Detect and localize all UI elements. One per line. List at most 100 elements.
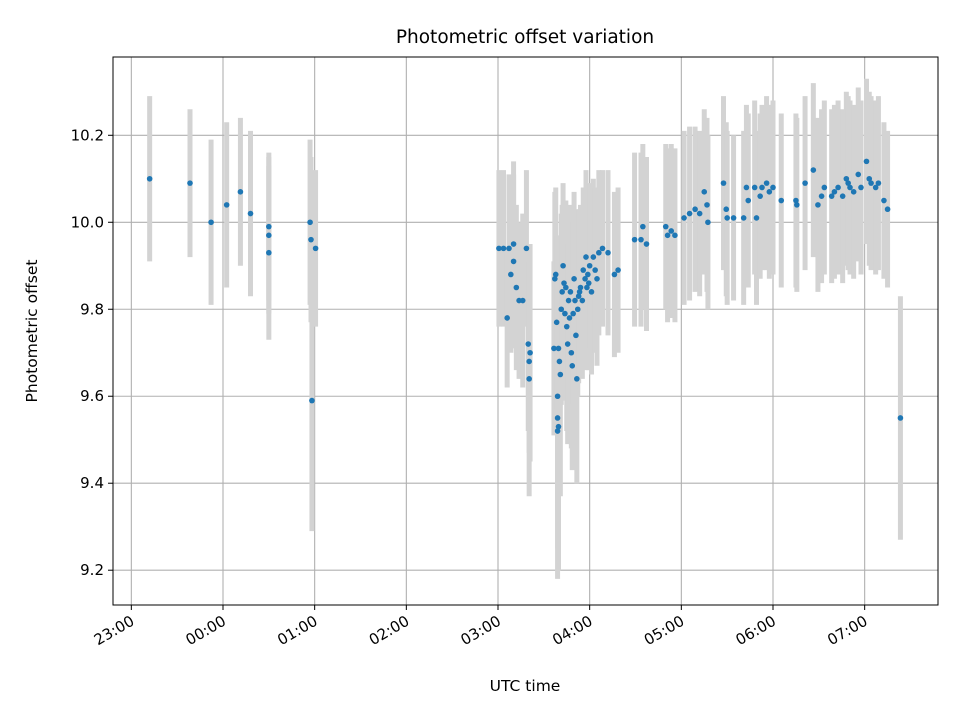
- data-point: [585, 280, 592, 286]
- data-point: [858, 184, 864, 191]
- data-point: [247, 210, 254, 217]
- data-points: [146, 158, 904, 434]
- data-point: [553, 319, 560, 326]
- data-point: [237, 189, 244, 195]
- data-point: [266, 232, 272, 239]
- data-point: [815, 202, 821, 208]
- data-point: [552, 271, 559, 278]
- data-point: [574, 306, 581, 313]
- data-point: [565, 297, 572, 304]
- y-tick-label: 10.2: [71, 126, 104, 144]
- data-point: [802, 180, 808, 186]
- data-point: [307, 219, 313, 226]
- data-point: [855, 171, 862, 178]
- data-point: [561, 280, 567, 286]
- data-point: [701, 189, 708, 195]
- data-point: [828, 193, 835, 199]
- data-point: [763, 180, 770, 186]
- data-point: [569, 362, 576, 369]
- data-point: [757, 193, 763, 199]
- data-point: [705, 219, 711, 226]
- data-point: [745, 197, 752, 204]
- data-point: [555, 423, 562, 430]
- data-point: [599, 245, 606, 252]
- data-point: [567, 289, 574, 295]
- data-point: [751, 184, 758, 191]
- data-point: [146, 175, 153, 182]
- data-point: [881, 197, 887, 204]
- y-tick-label: 9.8: [80, 300, 104, 318]
- data-point: [794, 202, 800, 208]
- data-point: [525, 341, 532, 347]
- data-point: [571, 276, 577, 282]
- data-point: [605, 249, 611, 256]
- data-point: [847, 184, 853, 191]
- data-point: [575, 293, 582, 300]
- data-point: [839, 193, 846, 199]
- data-point: [592, 267, 598, 273]
- data-point: [558, 306, 565, 313]
- plot-frame: [112, 56, 939, 606]
- data-point: [778, 197, 785, 204]
- data-point: [759, 184, 765, 191]
- data-point: [510, 258, 517, 265]
- y-tick-label: 10.0: [71, 213, 104, 231]
- data-point: [723, 206, 730, 213]
- y-axis: 9.2 9.4 9.6 9.8 10.0 10.2: [71, 126, 113, 579]
- data-point: [312, 245, 319, 252]
- data-point: [554, 393, 561, 400]
- data-point: [560, 262, 566, 269]
- data-point: [596, 249, 602, 256]
- data-point: [266, 249, 272, 256]
- data-point: [580, 267, 587, 273]
- data-point: [638, 236, 644, 243]
- data-point: [884, 206, 891, 213]
- data-point: [574, 376, 580, 382]
- data-point: [643, 241, 650, 247]
- data-point: [868, 180, 874, 186]
- data-point: [664, 232, 671, 239]
- data-point: [831, 189, 838, 195]
- data-point: [504, 315, 510, 321]
- data-point: [845, 180, 851, 186]
- data-point: [266, 223, 272, 230]
- data-point: [556, 358, 563, 365]
- data-point: [566, 315, 573, 321]
- data-point: [579, 297, 586, 304]
- y-tick-label: 9.2: [80, 561, 104, 579]
- data-point: [585, 271, 591, 278]
- data-point: [818, 193, 825, 199]
- data-point: [559, 289, 565, 295]
- data-point: [662, 223, 669, 230]
- data-point: [526, 358, 532, 365]
- data-point: [704, 202, 710, 208]
- grid-lines: [113, 57, 938, 605]
- data-point: [187, 180, 193, 186]
- data-point: [810, 167, 817, 173]
- data-point: [843, 175, 850, 182]
- data-point: [555, 345, 562, 352]
- data-point: [573, 332, 579, 339]
- data-point: [564, 341, 571, 347]
- data-point: [872, 184, 879, 191]
- data-point: [743, 184, 750, 191]
- data-point: [563, 284, 569, 291]
- data-point: [793, 197, 799, 204]
- data-point: [576, 289, 583, 295]
- data-point: [866, 175, 873, 182]
- data-point: [523, 245, 530, 252]
- data-point: [527, 349, 533, 356]
- data-point: [590, 254, 597, 260]
- data-point: [594, 276, 600, 282]
- data-point: [582, 276, 588, 282]
- y-axis-title: Photometric offset: [23, 260, 41, 403]
- data-point: [562, 310, 568, 317]
- data-point: [766, 189, 773, 195]
- data-point: [724, 215, 730, 221]
- data-point: [568, 349, 575, 356]
- data-point: [696, 210, 703, 217]
- data-point: [208, 219, 214, 226]
- data-point: [570, 310, 576, 317]
- data-point: [668, 228, 675, 234]
